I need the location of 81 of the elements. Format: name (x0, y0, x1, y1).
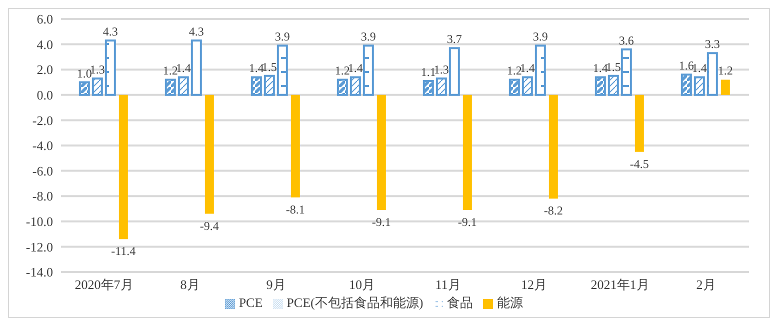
data-label: 1.4 (692, 61, 707, 76)
bar (350, 76, 361, 96)
bar (608, 74, 619, 96)
data-label: 1.2 (162, 64, 178, 78)
bar (362, 44, 374, 96)
bar (376, 94, 386, 210)
data-label: 3.3 (704, 37, 720, 52)
y-tick-label: -4.0 (32, 138, 53, 154)
bar (548, 94, 558, 199)
bar (250, 76, 262, 96)
bar (290, 94, 300, 198)
bar (164, 78, 176, 96)
x-tick-label: 2021年1月 (590, 277, 650, 292)
bar (92, 77, 103, 96)
bar (534, 44, 546, 96)
bar (634, 94, 644, 152)
bar (190, 40, 202, 96)
data-label: -8.1 (286, 202, 305, 216)
data-label: 3.9 (360, 30, 376, 44)
x-tick-label: 10月 (349, 277, 375, 292)
data-label: -8.2 (544, 204, 563, 218)
data-label: 3.6 (618, 33, 634, 48)
data-label: 1.2 (718, 64, 733, 78)
data-label: 1.4 (248, 61, 264, 76)
x-tick-label: 11月 (435, 277, 461, 292)
y-tick-label: -8.0 (32, 188, 53, 204)
bar (178, 76, 189, 96)
x-tick-label: 9月 (266, 277, 286, 292)
bar (204, 94, 214, 214)
y-tick-label: 4.0 (36, 36, 53, 52)
legend-label: 能源 (497, 295, 524, 310)
bar (422, 80, 434, 96)
x-tick-label: 2020年7月 (74, 277, 134, 292)
legend-label: PCE (238, 295, 263, 310)
bar (276, 44, 288, 96)
data-label: -9.4 (200, 218, 219, 233)
data-label: 1.3 (434, 62, 449, 76)
y-tick-label: -10.0 (26, 214, 53, 230)
bar (336, 78, 348, 96)
data-label: 4.3 (188, 24, 204, 39)
data-label: 3.7 (446, 32, 462, 46)
bar (462, 94, 472, 210)
data-label: 3.9 (532, 30, 548, 44)
y-tick-label: -6.0 (32, 163, 53, 178)
bar (508, 78, 520, 96)
bar (118, 94, 128, 240)
y-tick-label: -14.0 (26, 264, 53, 280)
data-label: -9.1 (458, 215, 477, 230)
x-tick-label: 2月 (696, 277, 716, 292)
data-label: 4.3 (102, 24, 118, 39)
legend-label: PCE(不包括食品和能源) (286, 295, 424, 310)
bar (720, 80, 730, 95)
bar (706, 52, 718, 96)
data-label: 1.4 (592, 61, 608, 76)
bar (448, 47, 460, 96)
data-label: 1.2 (334, 64, 350, 78)
bar (436, 77, 447, 96)
legend-label: 食品 (447, 295, 474, 310)
bar (522, 76, 533, 96)
data-label: 3.9 (274, 30, 290, 44)
data-label: -9.1 (372, 215, 391, 230)
data-label: -4.5 (630, 156, 649, 171)
bar (680, 74, 692, 96)
y-tick-label: -2.0 (32, 112, 53, 128)
bar (694, 76, 705, 96)
bar (78, 81, 90, 96)
y-tick-label: 0.0 (36, 88, 53, 103)
bar (620, 48, 632, 96)
bar (104, 40, 116, 96)
x-tick-label: 12月 (521, 277, 547, 292)
data-label: 1.2 (506, 64, 522, 78)
data-label: 1.6 (678, 58, 694, 73)
data-label: 1.0 (76, 66, 92, 80)
y-tick-label: 6.0 (36, 12, 53, 27)
x-tick-label: 8月 (180, 277, 200, 292)
bar (264, 74, 275, 96)
data-label: -11.4 (111, 244, 136, 258)
y-tick-label: 2.0 (36, 62, 53, 78)
y-tick-label: -12.0 (26, 239, 53, 254)
bar (594, 76, 606, 96)
data-label: 1.1 (420, 64, 436, 79)
